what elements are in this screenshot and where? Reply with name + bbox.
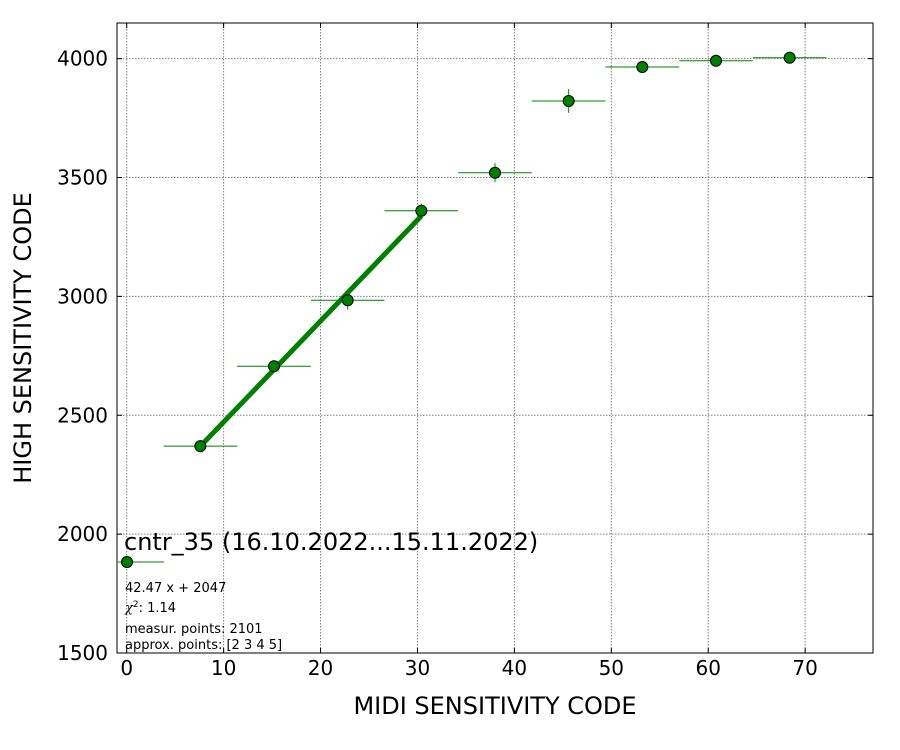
point-marker: [415, 204, 428, 217]
data-point: [237, 360, 311, 373]
x-tick-label: 70: [792, 656, 817, 680]
y-tick-label: 3500: [57, 166, 108, 190]
fit-line: [198, 214, 424, 448]
point-marker: [709, 54, 722, 67]
y-tick-label: 2000: [57, 522, 108, 546]
plot-area: [117, 23, 873, 653]
data-point: [458, 163, 532, 183]
x-tick-label: 30: [405, 656, 430, 680]
data-point: [384, 203, 459, 218]
x-axis-title: MIDI SENSITIVITY CODE: [353, 692, 636, 720]
x-tick-label: 40: [502, 656, 527, 680]
fit-group: [198, 214, 424, 448]
point-marker: [783, 51, 796, 64]
y-axis-ticks: 1500 2000 2500 3000 3500 4000: [57, 47, 873, 665]
y-tick-label: 4000: [57, 47, 108, 71]
legend-marker: [121, 556, 133, 568]
legend-equation: 42.47 x + 2047: [125, 581, 226, 596]
point-marker: [268, 360, 281, 373]
legend-chi2: χ2: 1.14: [124, 600, 176, 616]
x-axis-ticks: 0 10 20 30 40 50 60 70: [120, 23, 818, 680]
x-tick-label: 50: [599, 656, 624, 680]
data-point: [531, 89, 606, 113]
point-marker: [341, 294, 354, 307]
x-tick-label: 60: [696, 656, 721, 680]
x-tick-label: 0: [120, 656, 133, 680]
data-point: [752, 51, 827, 64]
data-points: [163, 51, 827, 453]
legend-chi2-value: : 1.14: [139, 601, 176, 616]
legend-measur-points: measur. points: 2101: [125, 622, 263, 637]
y-tick-label: 3000: [57, 284, 108, 308]
data-point: [605, 60, 680, 73]
data-point: [163, 440, 238, 453]
x-tick-label: 20: [308, 656, 333, 680]
y-axis-title: HIGH SENSITIVITY CODE: [9, 192, 37, 484]
y-tick-label: 1500: [57, 641, 108, 665]
point-marker: [562, 94, 575, 107]
legend: cntr_35 (16.10.2022...15.11.2022) 42.47 …: [118, 528, 538, 653]
point-marker: [636, 60, 649, 73]
x-tick-label: 10: [211, 656, 236, 680]
y-tick-label: 2500: [57, 403, 108, 427]
point-marker: [489, 166, 501, 179]
legend-title: cntr_35 (16.10.2022...15.11.2022): [124, 528, 538, 556]
point-marker: [194, 440, 207, 453]
data-point: [310, 290, 385, 310]
plot-frame: [116, 22, 874, 654]
data-point: [679, 54, 753, 67]
legend-approx-points: approx. points: [2 3 4 5]: [125, 638, 282, 653]
